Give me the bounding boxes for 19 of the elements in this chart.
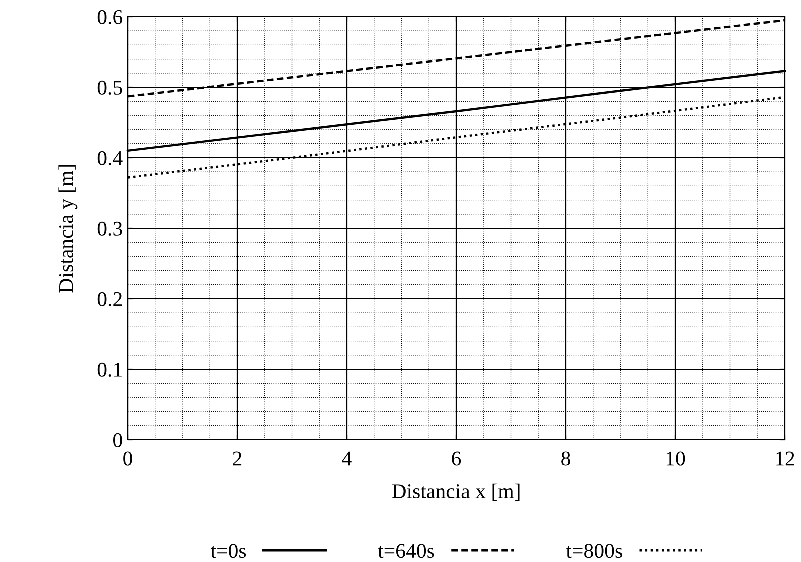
y-tick-label: 0: [114, 433, 122, 448]
y-tick-label: 0.4: [98, 151, 123, 166]
y-tick-label: 0.5: [98, 80, 122, 96]
legend-label: t=0s: [210, 544, 246, 558]
y-tick-label: 0.3: [98, 222, 122, 236]
x-tick-label: 2: [233, 452, 242, 466]
x-tick-label: 4: [342, 452, 352, 466]
legend-label: t=800s: [566, 544, 622, 558]
y-tick-label: 0.1: [98, 362, 122, 378]
y-tick-label: 0.2: [98, 292, 122, 307]
x-tick-label: 10: [666, 452, 686, 466]
y-tick-label: 0.6: [98, 10, 123, 25]
x-axis-title: Distancia x [m]: [392, 484, 520, 502]
x-tick-label: 12: [776, 452, 794, 466]
legend-label: t=640s: [378, 544, 434, 558]
x-tick-label: 6: [452, 452, 462, 466]
x-tick-label: 0: [124, 452, 132, 466]
y-axis-title: Distancia y [m]: [58, 165, 78, 293]
x-tick-label: 8: [562, 452, 570, 466]
